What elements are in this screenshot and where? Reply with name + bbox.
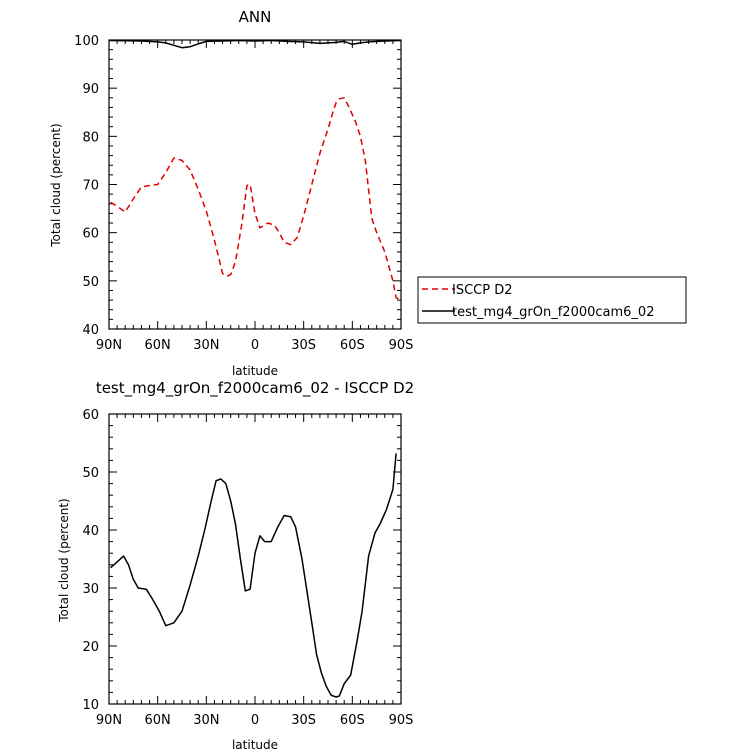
chart-legend: ISCCP D2 test_mg4_grOn_f2000cam6_02 [417, 276, 687, 324]
bottom-x-tick-label: 60S [340, 713, 365, 728]
top-panel: ANN latitude Total cloud (percent) 90N 60… [49, 8, 413, 378]
bottom-x-axis-label: latitude [232, 738, 278, 752]
bottom-y-tick-label: 40 [82, 524, 99, 539]
top-y-tick-label: 100 [74, 34, 99, 49]
top-y-tick-label: 80 [82, 130, 99, 145]
top-x-tick-label: 30S [291, 338, 316, 353]
top-chart-title: ANN [239, 8, 272, 26]
legend-box [417, 276, 687, 324]
top-y-axis-label: Total cloud (percent) [49, 123, 63, 247]
bottom-x-tick-label: 90N [96, 713, 122, 728]
top-x-tick-label: 60S [340, 338, 365, 353]
bottom-x-tick-label: 30N [193, 713, 219, 728]
bottom-x-tick-label: 90S [389, 713, 414, 728]
bottom-plot-frame [108, 413, 402, 705]
top-x-tick-label: 0 [251, 338, 259, 353]
legend-isccp-label: ISCCP D2 [452, 283, 513, 298]
bottom-x-tick-label: 60N [145, 713, 171, 728]
top-y-tick-label: 40 [82, 323, 99, 338]
bottom-series-line-0 [110, 453, 397, 698]
bottom-y-tick-label: 30 [82, 582, 99, 597]
top-series-line-1 [108, 39, 402, 49]
top-y-tick-label: 70 [82, 179, 99, 194]
bottom-y-tick-label: 50 [82, 466, 99, 481]
top-plot-frame [108, 39, 402, 330]
top-x-tick-label: 60N [145, 338, 171, 353]
top-y-tick-label: 50 [82, 275, 99, 290]
top-y-tick-label: 90 [82, 82, 99, 97]
top-y-tick-label: 60 [82, 227, 99, 242]
legend-test-label: test_mg4_grOn_f2000cam6_02 [452, 305, 654, 320]
top-x-axis-label: latitude [232, 364, 278, 378]
bottom-panel: test_mg4_grOn_f2000cam6_02 - ISCCP D2 la… [57, 379, 414, 752]
top-x-tick-label: 90S [389, 338, 414, 353]
bottom-x-tick-label: 30S [291, 713, 316, 728]
top-x-tick-label: 90N [96, 338, 122, 353]
bottom-x-tick-label: 0 [251, 713, 259, 728]
bottom-chart-title: test_mg4_grOn_f2000cam6_02 - ISCCP D2 [96, 379, 414, 398]
top-series-line-0 [110, 97, 402, 301]
top-x-tick-label: 30N [193, 338, 219, 353]
bottom-y-tick-label: 10 [82, 698, 99, 713]
bottom-y-axis-label: Total cloud (percent) [57, 498, 71, 622]
bottom-y-tick-label: 60 [82, 408, 99, 423]
bottom-y-tick-label: 20 [82, 640, 99, 655]
